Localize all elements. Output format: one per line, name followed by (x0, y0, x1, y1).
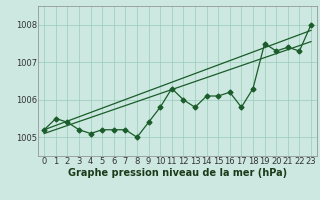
X-axis label: Graphe pression niveau de la mer (hPa): Graphe pression niveau de la mer (hPa) (68, 168, 287, 178)
